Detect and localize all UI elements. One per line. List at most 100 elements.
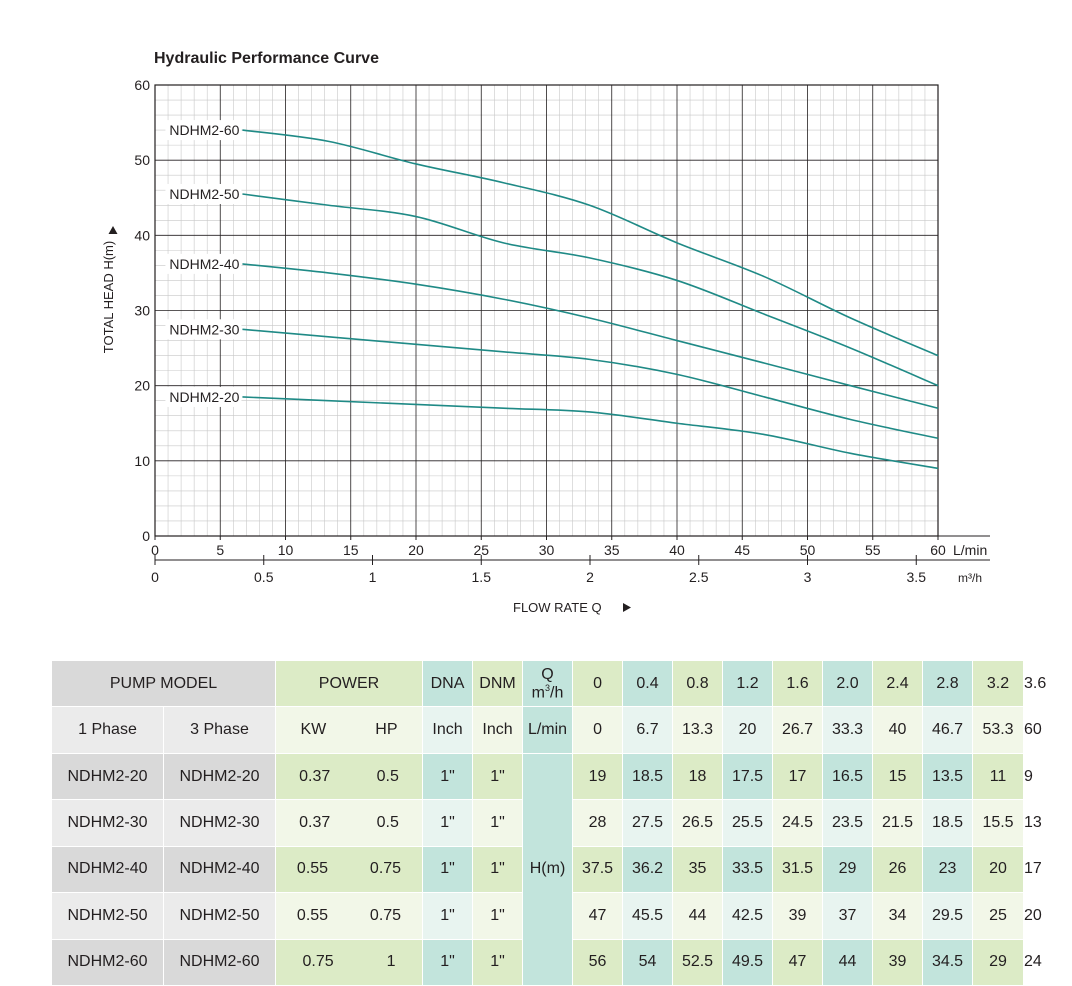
hp-value: 0.5	[376, 813, 399, 831]
head-value: 35	[672, 845, 724, 894]
kw-value: KW	[300, 721, 327, 739]
q-lmin-value: 40	[872, 706, 924, 754]
dnm-value: 1"	[472, 892, 524, 940]
series-line-ndhm2-30	[242, 328, 939, 440]
head-value: 13.5	[922, 752, 974, 801]
power-cell: 0.37 0.5	[274, 799, 424, 847]
series-label-bg	[165, 183, 242, 204]
head-value: 25	[972, 892, 1025, 940]
head-value: 33.5	[722, 845, 774, 894]
head-value: 18.5	[922, 799, 974, 847]
head-value: 45.5	[622, 892, 674, 940]
head-value: 25.5	[722, 799, 774, 847]
q-m3h-value: 2.0	[822, 659, 874, 708]
kw-value: 0.55	[296, 906, 329, 924]
q-lmin-value: 13.3	[672, 706, 724, 754]
x2-tick-label: 0.5	[254, 569, 274, 585]
model-1phase: NDHM2-30	[51, 799, 164, 847]
x2-tick-label: 3.5	[907, 569, 927, 585]
x-axis-arrow	[623, 603, 631, 612]
x-tick-label: 50	[800, 542, 816, 558]
head-value: 26	[872, 845, 924, 894]
series-label: NDHM2-40	[169, 256, 239, 272]
y-tick-label: 20	[134, 378, 150, 394]
y-tick-label: 50	[134, 152, 150, 168]
y-tick-label: 30	[134, 303, 150, 319]
phase3-header: 3 Phase	[163, 706, 276, 754]
head-value: 19	[572, 752, 624, 801]
x-tick-label: 35	[604, 542, 620, 558]
model-3phase: NDHM2-40	[163, 845, 276, 894]
hm-label: H(m)	[522, 752, 574, 986]
model-1phase: NDHM2-20	[51, 752, 164, 801]
series-label: NDHM2-50	[169, 186, 239, 202]
series-label: NDHM2-30	[169, 321, 239, 337]
x-tick-label: 15	[343, 542, 359, 558]
x-tick-label: 5	[216, 542, 224, 558]
q-m3h-value: 1.2	[722, 659, 774, 708]
x2-tick-label: 1.5	[472, 569, 492, 585]
q-lmin-value: 0	[572, 706, 624, 754]
head-value: 31.5	[772, 845, 824, 894]
head-value: 28	[572, 799, 624, 847]
performance-chart: 0 10 20 30 40 50 60 0 5 10 15 20 25 30 35 40 45 50 55 60 0 0.…	[101, 77, 990, 615]
head-value: 34	[872, 892, 924, 940]
x-axis-title: FLOW RATE Q	[513, 600, 602, 615]
dnm-value: 1"	[472, 752, 524, 801]
head-value: 37.5	[572, 845, 624, 894]
model-1phase: NDHM2-50	[51, 892, 164, 940]
series-line-ndhm2-20	[242, 396, 939, 470]
head-value: 29	[972, 938, 1025, 986]
head-value: 44	[822, 938, 874, 986]
model-3phase: NDHM2-20	[163, 752, 276, 801]
ticks: 0 10 20 30 40 50 60 0 5 10 15 20 25 30 35 40 45 50 55 60 0 0.…	[134, 77, 946, 585]
head-value: 54	[622, 938, 674, 986]
head-value: 23.5	[822, 799, 874, 847]
q-m3h-value: 0	[572, 659, 624, 708]
head-value: 56	[572, 938, 624, 986]
head-value: 15.5	[972, 799, 1025, 847]
q-m3h-value: 0.4	[622, 659, 674, 708]
series-line-ndhm2-60	[242, 129, 939, 357]
head-value: 39	[872, 938, 924, 986]
head-value: 18	[672, 752, 724, 801]
q-lmin-value: 33.3	[822, 706, 874, 754]
series-line-ndhm2-50	[242, 193, 939, 387]
dna-value: 1"	[422, 938, 474, 986]
power-cell: 0.37 0.5	[274, 752, 424, 801]
x-tick-label: 40	[669, 542, 685, 558]
dna-header: DNA	[422, 659, 474, 708]
pump-model-header: PUMP MODEL	[51, 659, 276, 708]
series-label-bg	[165, 253, 242, 274]
model-3phase: NDHM2-50	[163, 892, 276, 940]
head-value: 47	[572, 892, 624, 940]
table-row: NDHM2-60 NDHM2-60 0.75 1 1" 1" 56 54 52.5 49.5 47 4…	[51, 938, 1042, 986]
q-lmin-value: 6.7	[622, 706, 674, 754]
head-value: 36.2	[622, 845, 674, 894]
kw-value: 0.55	[296, 860, 329, 878]
model-1phase: NDHM2-60	[51, 938, 164, 986]
q-lmin-value: 53.3	[972, 706, 1025, 754]
q-lmin-value: 46.7	[922, 706, 974, 754]
q-lmin-value: 20	[722, 706, 774, 754]
hp-value: HP	[375, 721, 398, 739]
head-value: 11	[972, 752, 1025, 801]
head-value: 52.5	[672, 938, 724, 986]
y-tick-label: 40	[134, 227, 150, 243]
x-tick-label: 0	[151, 542, 159, 558]
q-m3h-value: 2.8	[922, 659, 974, 708]
head-value: 18.5	[622, 752, 674, 801]
x2-tick-label: 0	[151, 569, 159, 585]
q-m3h-value: 3.2	[972, 659, 1025, 708]
hp-value: 0.5	[376, 767, 399, 785]
dna-unit: Inch	[422, 706, 474, 754]
head-value: 15	[872, 752, 924, 801]
x-unit-label: L/min	[953, 542, 987, 558]
head-value: 16.5	[822, 752, 874, 801]
table-row: NDHM2-40 NDHM2-40 0.55 0.75 1" 1" 37.5 36.2 35 33…	[51, 845, 1042, 894]
series-label-bg	[165, 386, 242, 407]
series-line-ndhm2-40	[242, 263, 939, 409]
series-label-bg	[165, 120, 242, 141]
